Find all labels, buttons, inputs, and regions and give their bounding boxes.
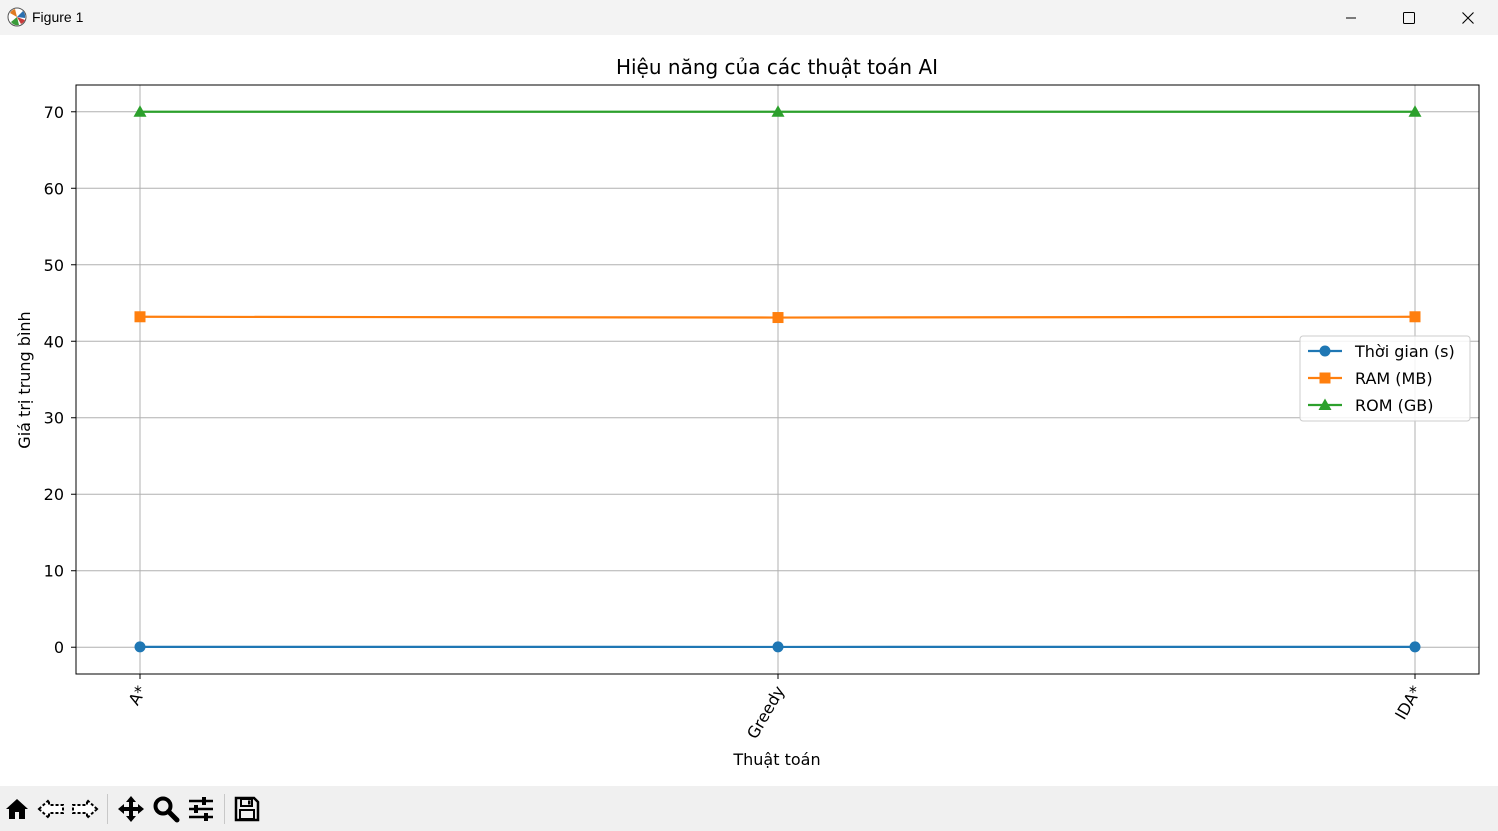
data-point	[133, 105, 147, 117]
data-point	[134, 641, 146, 653]
matplotlib-icon	[7, 7, 27, 27]
data-point	[134, 311, 146, 323]
back-arrow-icon	[37, 797, 64, 821]
maximize-button[interactable]	[1380, 0, 1438, 35]
y-tick-label: 10	[44, 562, 64, 581]
legend-box	[1299, 335, 1471, 422]
home-icon	[6, 799, 28, 819]
y-tick-label: 60	[44, 179, 64, 198]
save-button[interactable]	[232, 794, 262, 824]
legend-marker	[1319, 372, 1331, 384]
legend-label: Thời gian (s)	[1354, 342, 1455, 361]
zoom-button[interactable]	[151, 794, 181, 824]
data-point	[1408, 105, 1422, 117]
close-icon	[1462, 11, 1474, 24]
zoom-magnifier-icon	[153, 796, 180, 823]
x-tick-label: A*	[125, 683, 151, 709]
figure-canvas: Hiệu năng của các thuật toán AI 0 10 20 30 4…	[0, 35, 1498, 786]
navigation-toolbar	[0, 786, 1498, 831]
pan-button[interactable]	[116, 794, 146, 824]
y-tick-label: 70	[44, 103, 64, 122]
legend-marker	[1319, 345, 1331, 357]
x-tick-label: IDA*	[1391, 683, 1425, 723]
forward-arrow-icon	[72, 797, 99, 821]
forward-button[interactable]	[70, 794, 100, 824]
legend: Thời gian (s) RAM (MB) ROM (GB)	[1299, 335, 1471, 422]
pan-move-icon	[118, 796, 144, 822]
legend-label: RAM (MB)	[1355, 369, 1433, 388]
toolbar-separator	[107, 794, 108, 824]
minimize-icon	[1346, 17, 1356, 18]
save-floppy-icon	[234, 796, 260, 822]
line-chart: Hiệu năng của các thuật toán AI 0 10 20 30 4…	[15, 55, 1480, 769]
home-button[interactable]	[2, 794, 32, 824]
close-button[interactable]	[1439, 0, 1497, 35]
legend-marker	[1318, 398, 1332, 410]
toolbar-separator	[224, 794, 225, 824]
minimize-button[interactable]	[1322, 0, 1380, 35]
maximize-icon	[1403, 11, 1415, 24]
x-tick-label: Greedy	[743, 683, 788, 743]
window-titlebar: Figure 1	[0, 0, 1498, 35]
legend-label: ROM (GB)	[1355, 396, 1433, 415]
y-tick-label: 0	[54, 638, 64, 657]
x-axis-label: Thuật toán	[732, 750, 820, 769]
back-button[interactable]	[36, 794, 66, 824]
y-tick-label: 20	[44, 485, 64, 504]
data-point	[1409, 641, 1421, 653]
chart-title: Hiệu năng của các thuật toán AI	[616, 55, 938, 79]
configure-subplots-icon	[189, 797, 213, 821]
y-tick-label: 50	[44, 256, 64, 275]
y-tick-label: 30	[44, 409, 64, 428]
data-point	[772, 312, 784, 324]
y-axis-label: Giá trị trung bình	[15, 311, 34, 448]
data-point	[771, 105, 785, 117]
data-point	[772, 641, 784, 653]
window-title: Figure 1	[32, 9, 84, 25]
configure-subplots-button[interactable]	[186, 794, 216, 824]
y-tick-label: 40	[44, 332, 64, 351]
data-point	[1409, 311, 1421, 323]
